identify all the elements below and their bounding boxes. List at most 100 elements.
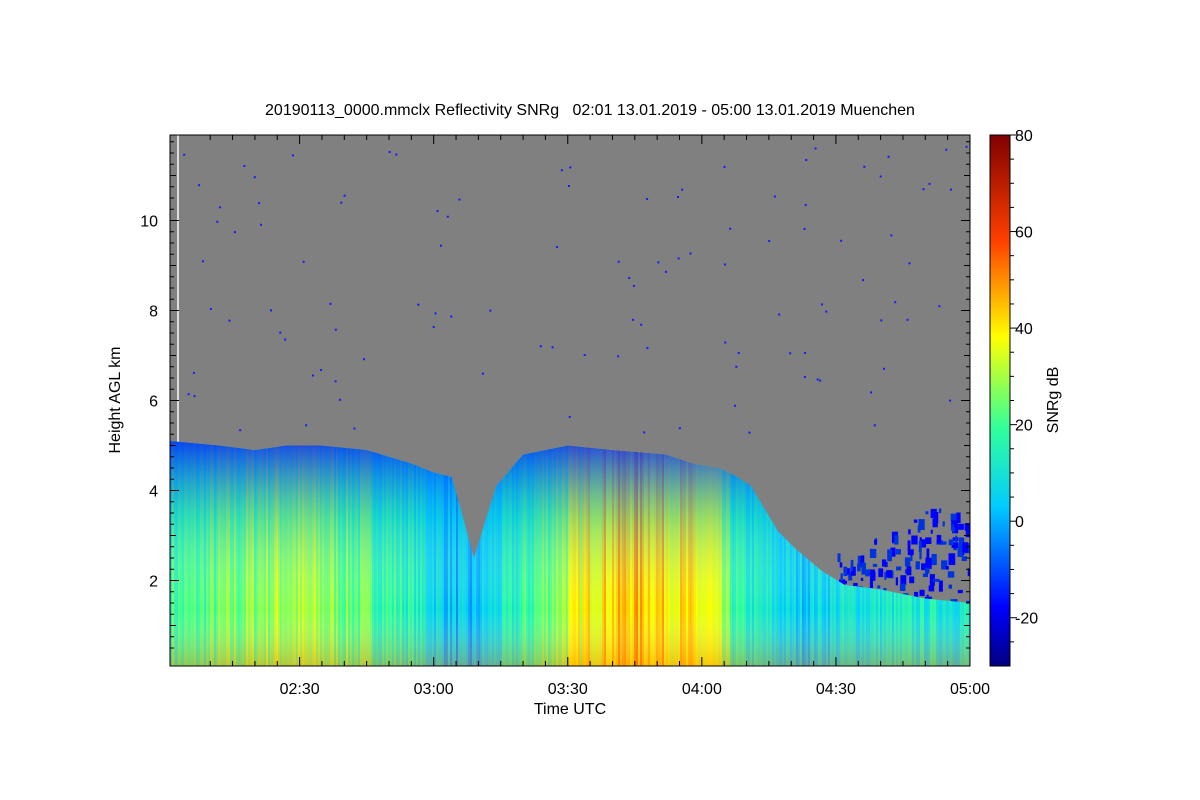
- noise-speckle: [432, 326, 435, 328]
- scattered-echo: [967, 568, 970, 577]
- scattered-echo: [947, 571, 955, 578]
- noise-speckle: [819, 379, 822, 382]
- noise-speckle: [922, 188, 925, 191]
- scattered-echo: [951, 520, 957, 525]
- noise-speckle: [628, 277, 631, 279]
- scattered-echo: [939, 541, 947, 545]
- scattered-echo: [926, 594, 929, 599]
- scattered-echo: [952, 524, 955, 533]
- noise-speckle: [879, 175, 882, 178]
- scattered-echo: [951, 542, 959, 548]
- scattered-echo: [913, 519, 918, 523]
- scattered-echo: [925, 557, 932, 569]
- colorbar-tick-label: 20: [1015, 418, 1033, 435]
- scattered-echo: [948, 539, 954, 546]
- scattered-echo: [929, 574, 935, 586]
- scattered-echo: [919, 547, 922, 560]
- noise-speckle: [279, 331, 282, 334]
- scattered-echo: [964, 523, 970, 531]
- x-axis-label: Time UTC: [534, 701, 606, 718]
- noise-speckle: [894, 301, 897, 304]
- chart-title: 20190113_0000.mmclx Reflectivity SNRg 02…: [265, 102, 915, 119]
- scattered-echo: [874, 539, 878, 545]
- noise-speckle: [583, 354, 586, 357]
- noise-speckle: [640, 323, 643, 326]
- noise-speckle: [617, 260, 620, 263]
- noise-speckle: [646, 347, 649, 350]
- noise-speckle: [677, 257, 680, 260]
- scattered-echo: [965, 525, 970, 538]
- scattered-echo: [957, 589, 963, 594]
- scattered-echo: [907, 549, 914, 556]
- noise-speckle: [657, 261, 660, 264]
- noise-speckle: [734, 404, 736, 407]
- noise-speckle: [436, 210, 439, 212]
- x-tick-label: 03:30: [548, 681, 588, 698]
- x-tick-label: 04:00: [682, 681, 722, 698]
- scattered-echo: [853, 583, 858, 587]
- noise-speckle: [338, 398, 341, 401]
- noise-speckle: [735, 365, 738, 368]
- noise-speckle: [632, 284, 635, 287]
- scattered-echo: [922, 573, 928, 577]
- scattered-echo: [921, 563, 926, 571]
- y-tick-label: 2: [149, 574, 158, 591]
- scattered-echo: [961, 556, 967, 561]
- noise-speckle: [202, 260, 204, 263]
- noise-speckle: [334, 380, 337, 383]
- noise-speckle: [260, 223, 262, 226]
- noise-speckle: [481, 372, 484, 375]
- scattered-echo: [878, 568, 884, 578]
- noise-speckle: [870, 391, 872, 394]
- noise-speckle: [724, 263, 726, 266]
- scattered-echo: [896, 566, 902, 571]
- y-axis: 2 4 6 8 10: [140, 141, 970, 649]
- scattered-echo: [941, 560, 948, 570]
- noise-speckle: [551, 346, 554, 349]
- noise-speckle: [258, 202, 261, 205]
- y-tick-label: 4: [149, 484, 158, 501]
- noise-speckle: [789, 352, 792, 355]
- noise-speckle: [803, 376, 806, 378]
- scattered-echo: [850, 566, 856, 576]
- scattered-echo: [950, 513, 957, 522]
- scattered-echo: [848, 573, 853, 581]
- scattered-echo: [904, 557, 911, 567]
- noise-speckle: [228, 319, 231, 322]
- noise-speckle: [388, 151, 391, 153]
- scattered-echo: [850, 559, 854, 572]
- x-tick-label: 04:30: [816, 681, 856, 698]
- scattered-echo: [861, 562, 866, 575]
- noise-speckle: [906, 318, 909, 321]
- noise-speckle: [270, 309, 272, 312]
- colorbar-tick-label: 0: [1015, 514, 1024, 531]
- scattered-echo: [906, 566, 912, 576]
- scattered-echo: [857, 555, 864, 567]
- noise-speckle: [883, 367, 885, 370]
- scattered-echo: [865, 569, 870, 577]
- noise-speckle: [816, 378, 819, 381]
- noise-speckle: [862, 279, 864, 282]
- noise-speckle: [302, 260, 305, 263]
- scattered-echo: [936, 534, 942, 544]
- scattered-echo: [918, 541, 922, 552]
- colorbar-axis: -20 0 20 40 60 80: [1010, 128, 1038, 643]
- scattered-echo: [910, 554, 913, 561]
- x-tick-label: 05:00: [950, 681, 990, 698]
- noise-speckle: [434, 312, 437, 315]
- noise-speckle: [646, 198, 649, 200]
- noise-speckle: [198, 184, 201, 187]
- scattered-echo: [914, 591, 919, 601]
- noise-speckle: [724, 341, 727, 344]
- noise-speckle: [417, 303, 420, 306]
- noise-speckle: [804, 203, 807, 206]
- noise-speckle: [617, 355, 620, 358]
- noise-speckle: [737, 352, 740, 355]
- scattered-echo: [887, 549, 892, 562]
- colorbar-label: SNRg dB: [1045, 367, 1062, 434]
- noise-speckle: [689, 252, 692, 255]
- noise-speckle: [243, 165, 246, 167]
- scattered-echo: [872, 563, 878, 567]
- noise-speckle: [450, 315, 453, 318]
- noise-speckle: [329, 302, 332, 305]
